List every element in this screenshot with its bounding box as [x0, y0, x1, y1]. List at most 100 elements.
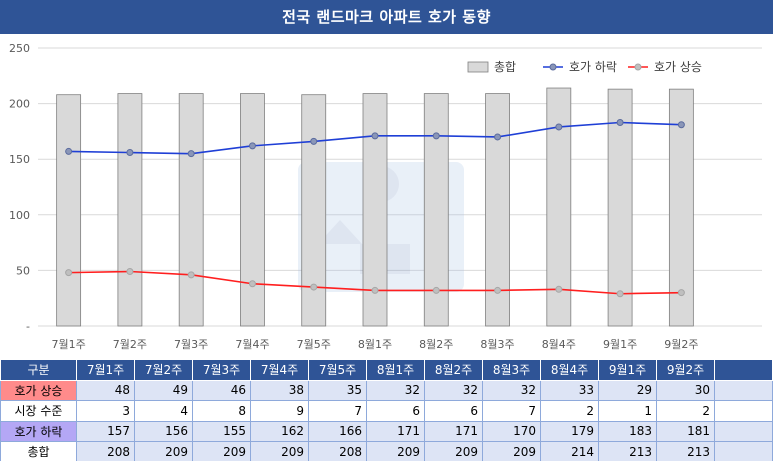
x-axis-ticks: 7월1주 7월2주 7월3주 7월4주 7월5주 8월1주 8월2주 8월3주 8월4주 9월1주…	[52, 338, 699, 351]
y-tick-label: 250	[9, 42, 30, 55]
x-tick-label: 8월3주	[480, 338, 514, 351]
table-cell: 49	[134, 379, 193, 401]
table-cell: 7	[482, 400, 541, 422]
bar-total	[668, 88, 694, 327]
data-point	[494, 286, 502, 294]
gridlines	[38, 47, 762, 327]
chart-title: 전국 랜드마크 아파트 호가 동향	[0, 0, 773, 34]
table-header-row: 구분 7월1주 7월2주 7월3주 7월4주 7월5주 8월1주 8월2주 8월3주 8월4주 9월…	[0, 359, 773, 381]
table-cell: 2	[656, 400, 715, 422]
table-cell: 156	[134, 420, 193, 442]
bar-total	[178, 93, 204, 327]
data-point	[371, 132, 379, 140]
data-point	[432, 286, 440, 294]
table-cell: 213	[656, 441, 715, 461]
table-cell: 209	[134, 441, 193, 461]
table-header-cell: 7월1주	[76, 359, 135, 381]
data-point	[555, 285, 563, 293]
table-header-cell: 8월4주	[540, 359, 599, 381]
data-point	[126, 149, 134, 157]
table-cell: 209	[366, 441, 425, 461]
x-tick-label: 7월1주	[52, 338, 86, 351]
chart-plot: - 50 100 150 200 250 7월1주 7월2주 7월3주 7월4주 7월5주 8월1주…	[9, 42, 762, 351]
table-cell: 155	[192, 420, 251, 442]
table-cell: 183	[598, 420, 657, 442]
table-cell: 32	[482, 379, 541, 401]
table-cell: 46	[192, 379, 251, 401]
table-header-cell: 7월3주	[192, 359, 251, 381]
table-row-label: 호가 상승	[0, 379, 77, 401]
table-cell: 181	[656, 420, 715, 442]
table-row-label: 호가 하락	[0, 420, 77, 442]
x-tick-label: 7월5주	[297, 338, 331, 351]
table-spacer-cell	[714, 379, 773, 401]
table-cell: 209	[424, 441, 483, 461]
data-point	[310, 137, 318, 145]
data-point	[248, 280, 256, 288]
data-point	[677, 289, 685, 297]
table-cell: 166	[308, 420, 367, 442]
bar-total	[301, 94, 327, 327]
y-tick-label: 100	[9, 209, 30, 222]
data-point	[432, 132, 440, 140]
table-header-cell: 8월2주	[424, 359, 483, 381]
data-table: 구분 7월1주 7월2주 7월3주 7월4주 7월5주 8월1주 8월2주 8월3주 8월4주 9월…	[0, 359, 773, 461]
table-cell: 209	[192, 441, 251, 461]
table-cell: 33	[540, 379, 599, 401]
table-cell: 7	[308, 400, 367, 422]
x-tick-label: 8월4주	[542, 338, 576, 351]
table-row-label: 시장 수준	[0, 400, 77, 422]
x-tick-label: 7월4주	[235, 338, 269, 351]
data-point	[65, 147, 73, 155]
y-tick-label: 200	[9, 98, 30, 111]
y-tick-label: -	[26, 320, 30, 333]
table-spacer-cell	[714, 400, 773, 422]
bar-total	[56, 94, 82, 327]
table-header-cell: 8월1주	[366, 359, 425, 381]
table-row: 총합 208 209 209 209 208 209 209 209 214 213 213	[0, 441, 773, 461]
x-tick-label: 8월1주	[358, 338, 392, 351]
table-cell: 9	[250, 400, 309, 422]
bar-total	[240, 93, 265, 327]
table-cell: 213	[598, 441, 657, 461]
table-cell: 4	[134, 400, 193, 422]
x-tick-label: 7월2주	[113, 338, 147, 351]
table-cell: 32	[424, 379, 483, 401]
data-point	[616, 119, 624, 127]
table-cell: 208	[76, 441, 135, 461]
legend-label: 총합	[494, 60, 516, 74]
table-header-cell: 7월2주	[134, 359, 193, 381]
table-cell: 170	[482, 420, 541, 442]
bar-total	[607, 88, 633, 327]
table-header-label: 구분	[0, 359, 77, 381]
data-point	[248, 142, 256, 150]
table-header-cell: 8월3주	[482, 359, 541, 381]
data-point	[187, 150, 195, 158]
table-header-cell: 9월1주	[598, 359, 657, 381]
data-point	[310, 283, 318, 291]
bars-total	[56, 87, 694, 327]
x-tick-label: 9월2주	[664, 338, 698, 351]
data-point	[126, 268, 134, 276]
table-row: 호가 하락 157 156 155 162 166 171 171 170 179 183 181	[0, 420, 773, 442]
data-point	[494, 133, 502, 141]
data-point	[187, 271, 195, 279]
legend: 총합 호가 하락 호가 상승	[467, 60, 702, 74]
legend-label: 호가 상승	[654, 60, 702, 74]
table-cell: 157	[76, 420, 135, 442]
legend-swatch-marker	[549, 63, 557, 71]
table-cell: 1	[598, 400, 657, 422]
table-cell: 209	[250, 441, 309, 461]
table-cell: 209	[482, 441, 541, 461]
table-header-cell: 7월4주	[250, 359, 309, 381]
data-point	[555, 123, 563, 131]
y-axis-ticks: - 50 100 150 200 250	[9, 42, 30, 333]
table-cell: 179	[540, 420, 599, 442]
data-point	[65, 269, 73, 277]
bar-total	[117, 93, 143, 327]
table-spacer-cell	[714, 441, 773, 461]
data-point	[616, 290, 624, 298]
table-row-label: 총합	[0, 441, 77, 461]
y-tick-label: 150	[9, 153, 30, 166]
table-cell: 171	[366, 420, 425, 442]
